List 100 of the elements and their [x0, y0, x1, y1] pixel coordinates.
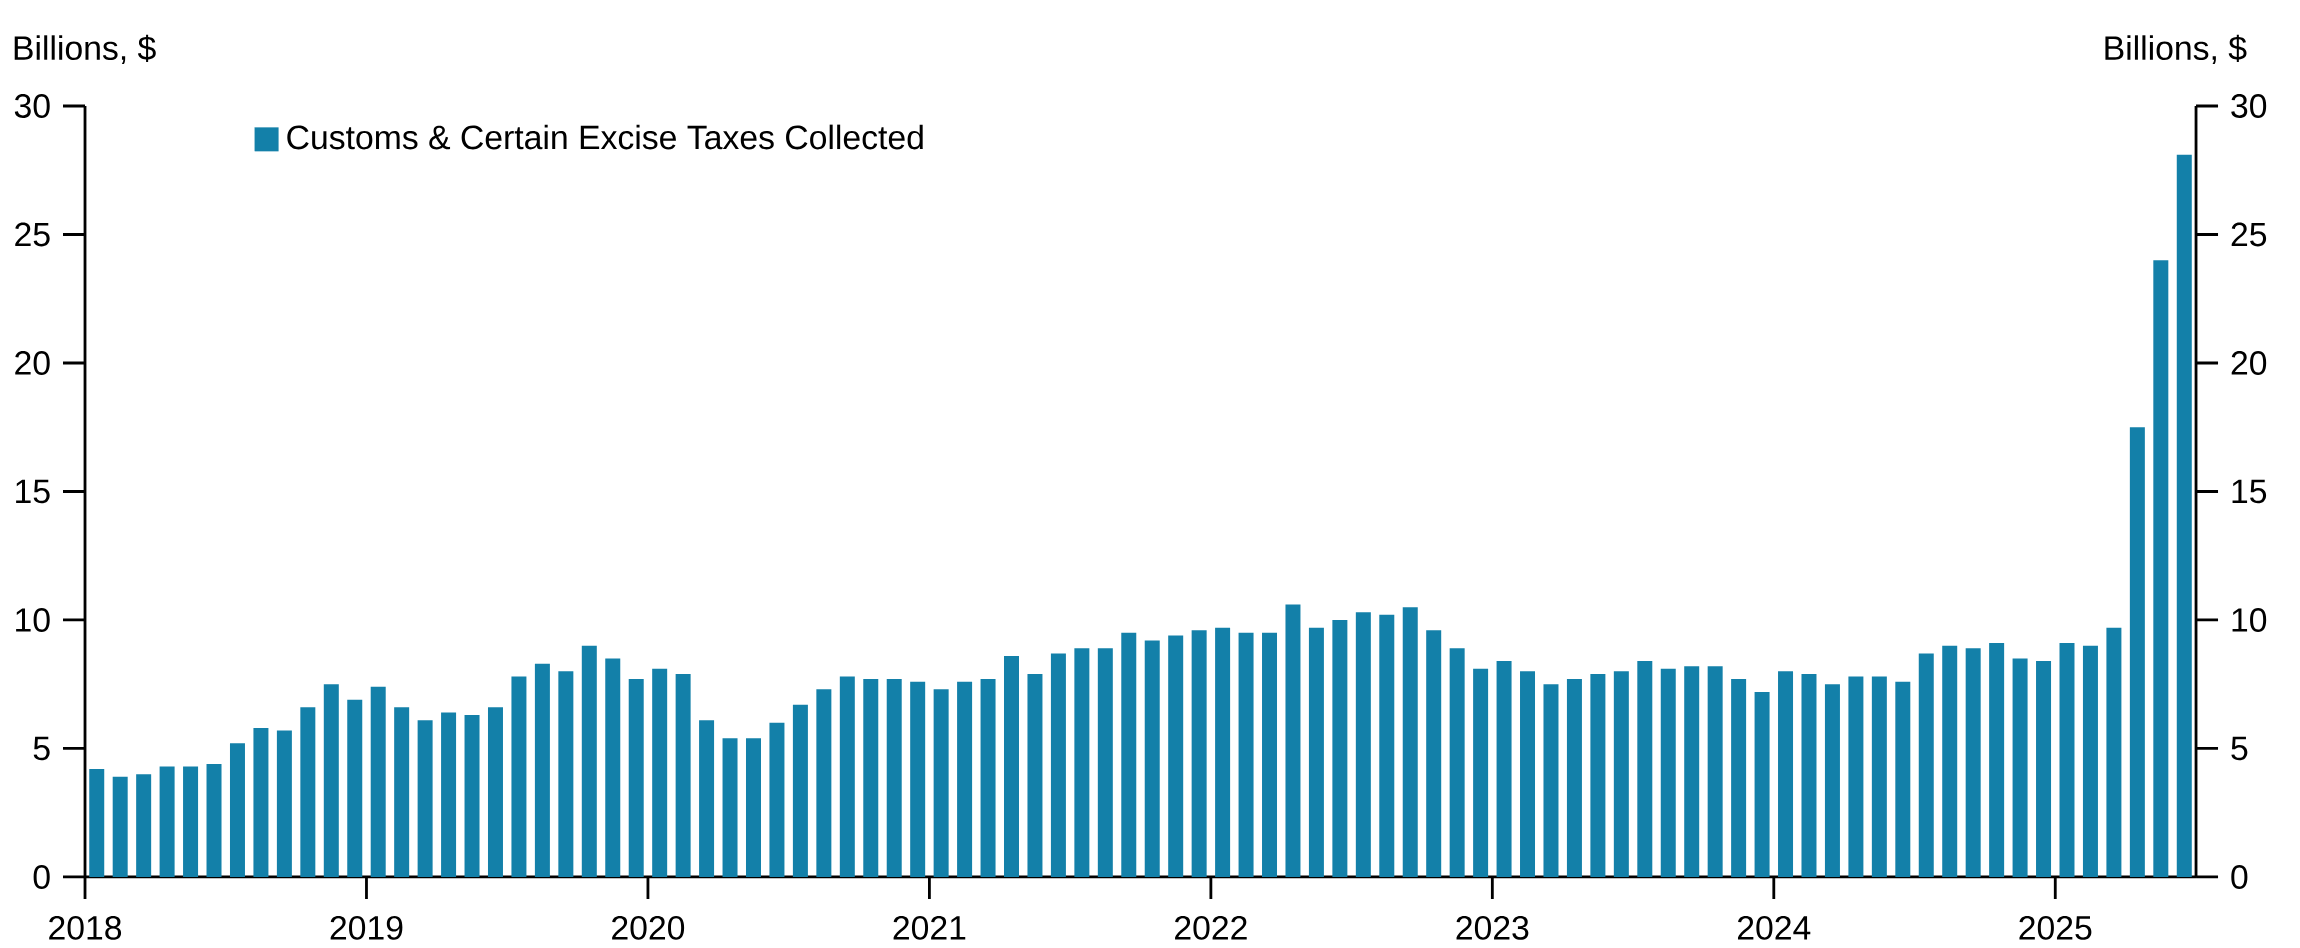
bar [2036, 661, 2052, 877]
bar [159, 766, 175, 877]
bar [1050, 653, 1066, 877]
bar [1004, 655, 1019, 877]
bar [1848, 676, 1864, 877]
y-tick-label: 25 [15, 222, 50, 247]
y-tick-label: 10 [16, 608, 50, 632]
bar [1801, 673, 1817, 877]
bar [745, 738, 761, 877]
y-tick-label: 5 [33, 736, 50, 761]
bar [1543, 684, 1559, 877]
bar [1426, 630, 1442, 877]
y-axis-title: Billions, $ [14, 34, 156, 65]
bar [1613, 671, 1629, 877]
bar [1520, 671, 1536, 877]
x-tick-label: 2018 [49, 915, 122, 940]
bar [253, 727, 269, 877]
bar [2106, 627, 2122, 877]
bar [675, 673, 691, 877]
bar [1402, 607, 1418, 877]
bar [487, 707, 503, 877]
bar [1871, 676, 1887, 877]
bar [2153, 260, 2169, 877]
bar [1144, 640, 1160, 877]
bar [1660, 668, 1676, 877]
x-tick-label: 2020 [612, 915, 685, 940]
bar [2176, 154, 2192, 877]
bar [1965, 648, 1981, 877]
y-tick-label: 0 [33, 865, 50, 889]
bar [2082, 645, 2098, 877]
bar [1707, 666, 1723, 877]
bar [1168, 635, 1184, 877]
bar [816, 689, 832, 877]
y2-tick-label: 0 [2231, 865, 2248, 889]
bar [1473, 668, 1489, 877]
y-tick-label: 15 [16, 479, 50, 504]
y2-tick-label: 5 [2231, 736, 2248, 761]
bar [112, 776, 128, 877]
bar [1942, 645, 1958, 877]
bar [347, 699, 363, 877]
y2-tick-label: 30 [2231, 94, 2267, 118]
bar [652, 668, 668, 877]
bar [136, 774, 152, 877]
bar [933, 689, 949, 877]
bar [1238, 632, 1254, 877]
x-tick-label: 2025 [2019, 915, 2092, 940]
bar [839, 676, 855, 877]
bar [89, 769, 105, 877]
bar [1496, 661, 1512, 877]
bar [370, 686, 386, 877]
y-tick-label: 20 [15, 351, 50, 375]
bar [229, 743, 245, 877]
bar [323, 684, 339, 877]
bar [1684, 666, 1700, 877]
bar [628, 679, 644, 877]
y2-tick-label: 25 [2231, 222, 2267, 247]
x-tick-label: 2023 [1456, 915, 1529, 940]
bar [276, 730, 292, 877]
bar [394, 707, 410, 877]
legend-label: Customs & Certain Excise Taxes Collected [287, 124, 923, 150]
bar [1731, 679, 1747, 877]
bar [2129, 427, 2145, 877]
bar [1215, 627, 1231, 877]
bar [1308, 627, 1324, 877]
bar [1285, 604, 1301, 877]
bar [910, 681, 926, 877]
bar [957, 681, 973, 877]
bar [1754, 691, 1770, 877]
bar [1379, 614, 1395, 877]
bar [581, 645, 597, 877]
bar [1590, 673, 1606, 877]
bar [1895, 681, 1911, 877]
bar [1918, 653, 1934, 877]
bar [1121, 632, 1137, 877]
bar [792, 704, 808, 877]
bar [534, 663, 550, 877]
bar [464, 715, 480, 877]
bar [300, 707, 316, 877]
bar [722, 738, 738, 877]
bar [1449, 648, 1465, 877]
bar [980, 679, 996, 877]
y2-axis-title: Billions, $ [2105, 34, 2247, 65]
x-tick-label: 2022 [1175, 915, 1247, 940]
y-tick-label: 30 [14, 94, 50, 118]
bar [886, 679, 902, 877]
bar [183, 766, 199, 877]
bar [558, 671, 574, 877]
bar [2059, 643, 2075, 877]
bar [2012, 658, 2028, 877]
x-tick-label: 2024 [1737, 915, 1811, 940]
bar [1566, 679, 1582, 877]
bar [1027, 673, 1043, 877]
bar [699, 720, 715, 877]
bar [417, 720, 433, 877]
bar [1637, 661, 1653, 877]
bar [441, 712, 457, 877]
x-tick-label: 2019 [330, 915, 403, 940]
bar [1778, 671, 1794, 877]
bar [1097, 648, 1113, 877]
bar [206, 763, 222, 877]
